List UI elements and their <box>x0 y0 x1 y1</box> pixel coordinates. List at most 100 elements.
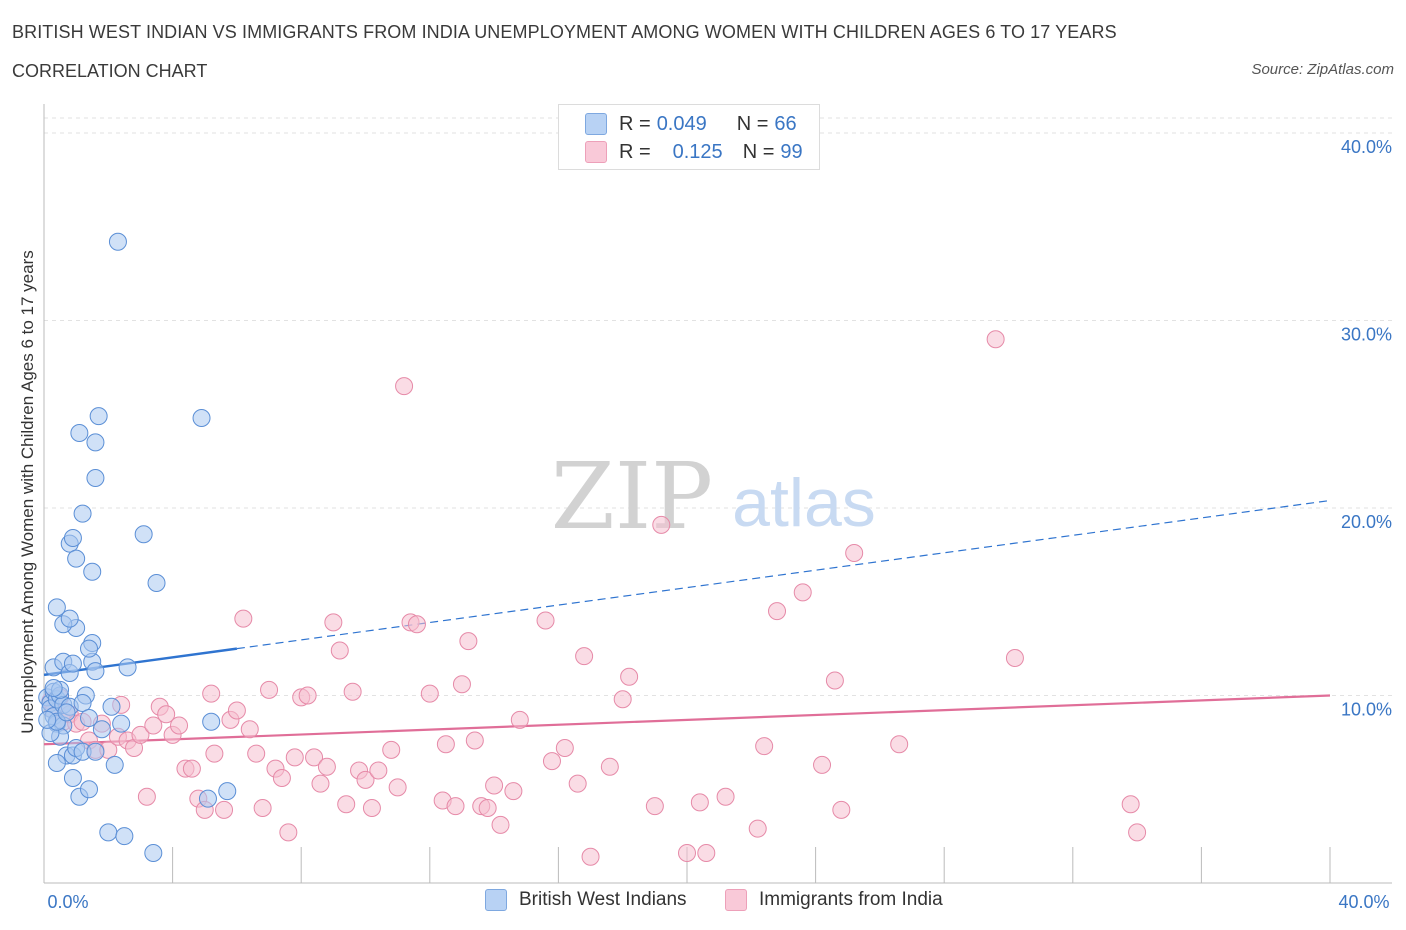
point-british-west-indians <box>57 703 76 722</box>
point-immigrants-from-india <box>253 799 272 817</box>
y-tick-label: 20.0% <box>1341 512 1392 532</box>
legend-swatch-blue <box>585 113 607 135</box>
point-immigrants-from-india <box>568 774 587 793</box>
point-immigrants-from-india <box>652 515 671 534</box>
point-immigrants-from-india <box>890 735 909 754</box>
point-immigrants-from-india <box>170 716 189 735</box>
point-british-west-indians <box>86 433 105 452</box>
tick-labels: 10.0% 20.0% 30.0% 40.0% 0.0% 40.0% <box>47 137 1392 912</box>
series-legend-british-west-indians: British West Indians <box>485 889 687 911</box>
point-immigrants-from-india <box>678 844 696 862</box>
point-british-west-indians <box>67 549 86 568</box>
point-immigrants-from-india <box>157 705 176 724</box>
point-british-west-indians <box>47 754 66 772</box>
point-british-west-indians <box>63 529 82 547</box>
legend-n-value: 99 <box>780 140 803 163</box>
point-british-west-indians <box>83 562 102 581</box>
point-immigrants-from-india <box>986 330 1005 349</box>
point-immigrants-from-india <box>755 737 774 756</box>
point-immigrants-from-india <box>324 613 343 632</box>
legend-row-immigrants-from-india: R = 0.125 N = 99 <box>585 140 803 164</box>
point-immigrants-from-india <box>716 787 735 806</box>
point-british-west-indians <box>112 714 131 733</box>
point-immigrants-from-india <box>645 797 664 816</box>
point-immigrants-from-india <box>182 759 201 778</box>
legend-n-label: N = <box>742 140 775 163</box>
data-points <box>38 232 1147 866</box>
series-swatch-pink <box>725 889 747 911</box>
point-immigrants-from-india <box>478 799 497 817</box>
x-tick-label: 40.0% <box>1338 892 1389 912</box>
point-immigrants-from-india <box>227 701 246 720</box>
point-immigrants-from-india <box>240 720 259 739</box>
point-british-west-indians <box>99 823 118 842</box>
legend-row-british-west-indians: R = 0.049 N = 66 <box>585 112 797 136</box>
point-immigrants-from-india <box>369 761 388 780</box>
point-british-west-indians <box>198 789 217 808</box>
point-immigrants-from-india <box>247 744 266 763</box>
point-british-west-indians <box>92 720 111 739</box>
point-immigrants-from-india <box>446 797 465 816</box>
point-immigrants-from-india <box>234 609 253 628</box>
y-tick-label: 10.0% <box>1341 700 1392 720</box>
point-immigrants-from-india <box>436 735 455 754</box>
point-british-west-indians <box>115 827 134 846</box>
point-british-west-indians <box>80 780 99 799</box>
legend-swatch-pink <box>585 141 607 163</box>
x-tick-label: 0.0% <box>47 892 88 912</box>
point-british-west-indians <box>63 654 82 673</box>
point-immigrants-from-india <box>356 770 375 789</box>
point-immigrants-from-india <box>202 684 221 703</box>
point-immigrants-from-india <box>690 793 709 812</box>
point-immigrants-from-india <box>205 744 224 763</box>
grid-lines <box>44 117 1392 696</box>
point-british-west-indians <box>73 504 92 523</box>
point-british-west-indians <box>192 409 211 427</box>
source-label: Source: ZipAtlas.com <box>1251 61 1394 78</box>
point-immigrants-from-india <box>510 710 529 729</box>
point-british-west-indians <box>134 525 153 544</box>
point-british-west-indians <box>44 679 63 697</box>
axes <box>43 104 1392 884</box>
point-british-west-indians <box>105 755 124 774</box>
legend-r-label: R = <box>619 140 651 163</box>
point-immigrants-from-india <box>600 757 619 776</box>
trend-line-immigrants-from-india <box>43 694 1331 746</box>
point-immigrants-from-india <box>260 680 279 699</box>
point-immigrants-from-india <box>144 716 163 735</box>
point-british-west-indians <box>144 844 163 862</box>
point-british-west-indians <box>63 769 82 787</box>
point-british-west-indians <box>60 609 79 628</box>
point-immigrants-from-india <box>317 757 336 776</box>
point-immigrants-from-india <box>311 774 330 793</box>
point-british-west-indians <box>70 424 89 442</box>
point-immigrants-from-india <box>298 686 317 705</box>
point-british-west-indians <box>147 574 166 592</box>
point-immigrants-from-india <box>1128 823 1147 842</box>
point-immigrants-from-india <box>272 769 291 787</box>
point-british-west-indians <box>38 710 57 729</box>
point-british-west-indians <box>80 709 99 727</box>
point-immigrants-from-india <box>620 667 639 686</box>
point-immigrants-from-india <box>1005 649 1024 667</box>
point-immigrants-from-india <box>768 602 787 621</box>
point-immigrants-from-india <box>832 800 851 819</box>
point-immigrants-from-india <box>575 647 594 666</box>
point-british-west-indians <box>102 697 121 716</box>
legend-r-value: 0.125 <box>672 140 723 163</box>
point-immigrants-from-india <box>337 795 356 814</box>
point-immigrants-from-india <box>581 847 600 866</box>
legend-r-value: 0.049 <box>656 112 707 135</box>
y-tick-label: 30.0% <box>1341 325 1392 345</box>
point-immigrants-from-india <box>536 611 555 630</box>
chart-title: BRITISH WEST INDIAN VS IMMIGRANTS FROM I… <box>12 22 1117 42</box>
point-british-west-indians <box>218 782 237 801</box>
point-immigrants-from-india <box>613 690 632 709</box>
point-immigrants-from-india <box>697 844 716 862</box>
point-immigrants-from-india <box>748 819 767 838</box>
y-axis-label: Unemployment Among Women with Children A… <box>18 250 37 734</box>
legend-n-value: 66 <box>774 112 797 135</box>
point-british-west-indians <box>86 662 105 681</box>
point-immigrants-from-india <box>362 799 381 817</box>
